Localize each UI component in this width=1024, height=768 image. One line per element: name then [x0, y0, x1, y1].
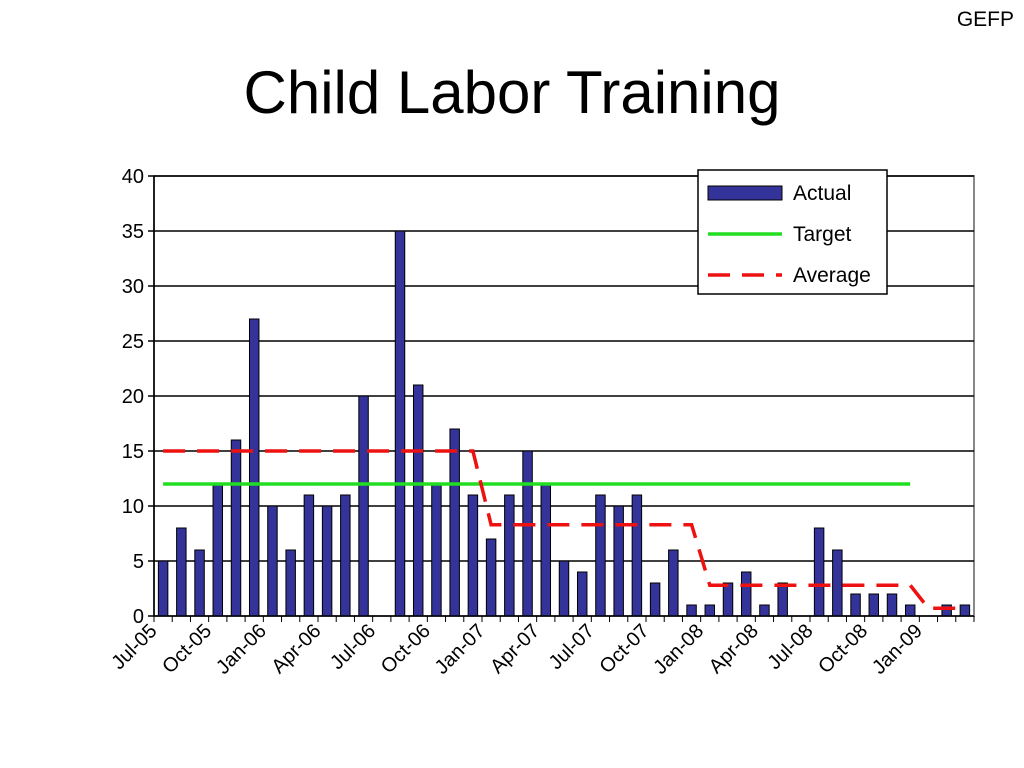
bar-actual	[412, 384, 424, 617]
x-tick-label: Oct-08	[814, 620, 872, 678]
bar-actual	[904, 604, 916, 617]
y-tick-label: 35	[122, 221, 144, 243]
x-tick-label: Jul-06	[326, 620, 380, 674]
x-tick-label: Jan-08	[649, 620, 708, 679]
bar-actual	[485, 538, 497, 617]
bar-actual	[740, 571, 752, 617]
bar-actual	[194, 549, 205, 617]
x-tick-label: Apr-06	[268, 620, 326, 678]
bar-actual	[595, 494, 606, 617]
x-tick-label: Jul-08	[763, 620, 817, 674]
bar-actual	[230, 439, 242, 617]
bar-actual	[576, 571, 588, 617]
bar-actual	[176, 527, 187, 617]
chart-title: Child Labor Training	[243, 59, 781, 126]
bar-actual	[285, 549, 296, 617]
bar-actual	[868, 593, 880, 617]
bar-actual	[649, 582, 661, 617]
bar-actual	[832, 549, 843, 617]
y-tick-label: 30	[122, 276, 144, 298]
x-tick-label: Oct-07	[596, 620, 654, 678]
x-tick-label: Oct-05	[158, 620, 216, 678]
y-tick-label: 25	[122, 331, 144, 353]
bar-actual	[722, 582, 734, 617]
bar-actual	[813, 527, 825, 617]
bar-actual	[886, 593, 898, 617]
y-tick-label: 5	[133, 551, 144, 573]
bar-actual	[157, 560, 169, 617]
bar-actual	[613, 505, 624, 617]
x-tick-label: Apr-07	[486, 620, 544, 678]
y-tick-label: 40	[122, 166, 144, 188]
bar-actual	[267, 505, 278, 617]
bar-actual	[777, 582, 788, 617]
y-tick-label: 10	[122, 496, 144, 518]
bar-actual	[431, 483, 442, 617]
x-tick-label: Jan-07	[431, 620, 490, 679]
x-tick-label: Jan-06	[212, 620, 271, 679]
x-tick-label: Jul-05	[107, 620, 161, 674]
line-average	[163, 449, 965, 611]
bar-actual	[504, 494, 515, 617]
x-tick-label: Apr-08	[705, 620, 763, 678]
legend-label-actual: Actual	[793, 182, 851, 205]
bar-actual	[668, 549, 679, 617]
legend-label-target: Target	[793, 223, 852, 246]
bar-actual	[850, 593, 861, 617]
bar-actual	[631, 494, 643, 617]
bar-actual	[303, 494, 315, 617]
bar-actual	[212, 483, 224, 617]
x-tick-label: Jul-07	[545, 620, 599, 674]
bar-actual	[759, 604, 770, 617]
bar-actual	[248, 318, 260, 617]
bar-actual	[540, 483, 552, 617]
bar-actual	[959, 604, 971, 617]
bar-actual	[449, 428, 460, 617]
y-tick-label: 15	[122, 441, 144, 463]
y-tick-label: 20	[122, 386, 144, 408]
bar-actual	[358, 395, 369, 617]
legend-label-average: Average	[793, 264, 871, 287]
bar-actual	[394, 230, 406, 617]
corner-label: GEFP	[956, 8, 1014, 31]
legend-swatch-actual	[707, 185, 783, 201]
bar-actual	[522, 450, 533, 617]
bar-actual	[558, 560, 570, 617]
x-tick-label: Jan-09	[868, 620, 927, 679]
bar-actual	[340, 494, 351, 617]
bar-actual	[704, 604, 716, 617]
bar-actual	[467, 494, 479, 617]
bar-actual	[321, 505, 333, 617]
bar-actual	[686, 604, 697, 617]
x-tick-label: Oct-06	[377, 620, 435, 678]
y-tick-label: 0	[133, 606, 144, 628]
